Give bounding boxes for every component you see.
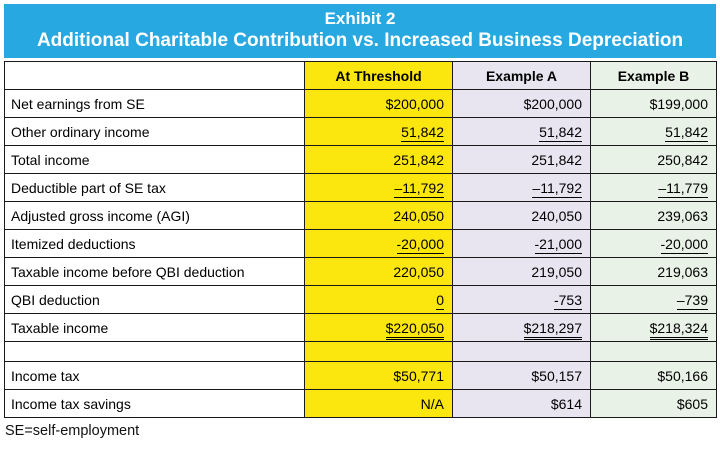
cell-value: $50,771 <box>304 361 453 390</box>
cell-value: 239,063 <box>590 201 717 230</box>
table-row-income-tax-savings: Income tax savings N/A $614 $605 <box>4 389 717 418</box>
table-row-other-ordinary-income: Other ordinary income 51,842 51,842 51,8… <box>4 117 717 146</box>
cell-value <box>304 341 453 362</box>
table-row-taxable-income-before-qbi: Taxable income before QBI deduction 220,… <box>4 257 717 286</box>
row-label: Taxable income before QBI deduction <box>4 257 305 286</box>
cell-value: N/A <box>304 389 453 418</box>
cell-value: $50,157 <box>452 361 591 390</box>
cell-value: $199,000 <box>590 89 717 118</box>
cell-value: $605 <box>590 389 717 418</box>
column-header-example-a: Example A <box>452 61 591 90</box>
table-row-se-tax-deduction: Deductible part of SE tax –11,792 –11,79… <box>4 173 717 202</box>
cell-value: 251,842 <box>304 145 453 174</box>
cell-value <box>590 341 717 362</box>
cell-value: 0 <box>304 285 453 314</box>
column-header-example-b: Example B <box>590 61 717 90</box>
cell-value: 250,842 <box>590 145 717 174</box>
column-header-at-threshold: At Threshold <box>304 61 453 90</box>
row-label: Adjusted gross income (AGI) <box>4 201 305 230</box>
row-label <box>4 341 305 362</box>
row-label: Taxable income <box>4 313 305 342</box>
row-label: Net earnings from SE <box>4 89 305 118</box>
table-row-net-earnings: Net earnings from SE $200,000 $200,000 $… <box>4 89 717 118</box>
row-label: Other ordinary income <box>4 117 305 146</box>
cell-value: 51,842 <box>452 117 591 146</box>
row-label: QBI deduction <box>4 285 305 314</box>
row-label: Total income <box>4 145 305 174</box>
cell-value: $200,000 <box>304 89 453 118</box>
cell-value: $50,166 <box>590 361 717 390</box>
cell-value: 240,050 <box>452 201 591 230</box>
cell-value: -21,000 <box>452 229 591 258</box>
exhibit-number: Exhibit 2 <box>324 9 396 28</box>
cell-value: -753 <box>452 285 591 314</box>
cell-value: –11,792 <box>452 173 591 202</box>
cell-value: $218,324 <box>590 313 717 342</box>
cell-value: –739 <box>590 285 717 314</box>
cell-value: 219,050 <box>452 257 591 286</box>
cell-value: 220,050 <box>304 257 453 286</box>
cell-value: $220,050 <box>304 313 453 342</box>
cell-value: 240,050 <box>304 201 453 230</box>
cell-value <box>452 341 591 362</box>
exhibit-banner: Exhibit 2 Additional Charitable Contribu… <box>4 4 716 58</box>
table-row-income-tax: Income tax $50,771 $50,157 $50,166 <box>4 361 717 390</box>
cell-value: 51,842 <box>590 117 717 146</box>
table-row-qbi-deduction: QBI deduction 0 -753 –739 <box>4 285 717 314</box>
cell-value: -20,000 <box>590 229 717 258</box>
cell-value: $200,000 <box>452 89 591 118</box>
row-label: Deductible part of SE tax <box>4 173 305 202</box>
footnote: SE=self-employment <box>5 423 140 439</box>
table-row-itemized-deductions: Itemized deductions -20,000 -21,000 -20,… <box>4 229 717 258</box>
exhibit-title: Additional Charitable Contribution vs. I… <box>36 30 684 51</box>
row-label: Itemized deductions <box>4 229 305 258</box>
header-row: At Threshold Example A Example B <box>4 61 717 90</box>
cell-value: -20,000 <box>304 229 453 258</box>
table-row-spacer <box>4 341 717 362</box>
exhibit-page: Exhibit 2 Additional Charitable Contribu… <box>4 4 717 439</box>
cell-value: –11,779 <box>590 173 717 202</box>
cell-value: $218,297 <box>452 313 591 342</box>
corner-cell <box>4 61 305 90</box>
comparison-table: At Threshold Example A Example B Net ear… <box>4 61 717 418</box>
table-row-taxable-income: Taxable income $220,050 $218,297 $218,32… <box>4 313 717 342</box>
row-label: Income tax <box>4 361 305 390</box>
cell-value: 51,842 <box>304 117 453 146</box>
cell-value: –11,792 <box>304 173 453 202</box>
cell-value: 251,842 <box>452 145 591 174</box>
table-row-agi: Adjusted gross income (AGI) 240,050 240,… <box>4 201 717 230</box>
row-label: Income tax savings <box>4 389 305 418</box>
cell-value: 219,063 <box>590 257 717 286</box>
table-row-total-income: Total income 251,842 251,842 250,842 <box>4 145 717 174</box>
cell-value: $614 <box>452 389 591 418</box>
